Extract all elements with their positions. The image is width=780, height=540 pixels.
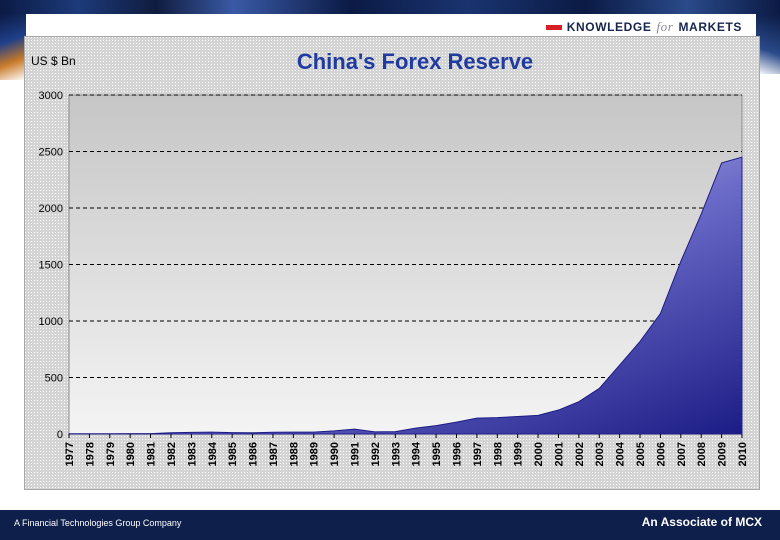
x-tick-label: 1995 <box>431 442 443 466</box>
logo-text-markets: MARKETS <box>678 20 742 34</box>
forex-reserve-area <box>68 156 743 435</box>
y-axis-ticks: 0 500 1000 1500 2000 2500 3000 <box>39 90 63 441</box>
x-tick-label: 1999 <box>513 442 525 466</box>
x-tick-label: 1988 <box>288 442 300 466</box>
x-tick-label: 2007 <box>676 442 688 466</box>
x-tick-label: 1978 <box>84 442 96 466</box>
logo-text-for: for <box>656 19 674 34</box>
y-tick-label: 1000 <box>39 316 63 328</box>
x-tick-label: 1983 <box>186 442 198 466</box>
x-tick-label: 1985 <box>227 442 239 466</box>
x-tick-label: 2003 <box>594 442 606 466</box>
logo-bar-icon <box>545 24 562 30</box>
footer-associate-text: An Associate of MCX <box>641 515 762 529</box>
y-tick-label: 500 <box>45 373 63 385</box>
x-tick-label: 1989 <box>309 442 321 466</box>
x-tick-label: 1986 <box>248 442 260 466</box>
x-tick-label: 1991 <box>350 442 362 466</box>
header-banner <box>0 0 780 14</box>
x-tick-label: 2005 <box>635 442 647 466</box>
y-tick-label: 1500 <box>39 260 63 272</box>
x-tick-label: 1997 <box>472 442 484 466</box>
footer-company-text: A Financial Technologies Group Company <box>14 518 182 528</box>
logo-text-knowledge: KNOWLEDGE <box>566 20 652 34</box>
x-tick-label: 1987 <box>268 442 280 466</box>
x-tick-label: 1977 <box>64 442 76 466</box>
x-tick-label: 2006 <box>655 442 667 466</box>
x-tick-label: 1980 <box>125 442 137 466</box>
y-tick-label: 3000 <box>39 90 63 102</box>
x-tick-label: 2004 <box>615 441 627 466</box>
x-tick-label: 1998 <box>492 442 504 466</box>
x-tick-label: 2002 <box>574 442 586 466</box>
x-tick-label: 1979 <box>105 442 117 466</box>
x-axis-ticks: 1977 1978 1979 1980 1981 1982 1983 1984 1985 1986… <box>64 434 749 466</box>
y-tick-label: 0 <box>57 429 63 441</box>
y-axis-unit-label: US $ Bn <box>31 54 76 68</box>
x-tick-label: 2008 <box>696 442 708 466</box>
x-tick-label: 1992 <box>370 442 382 466</box>
x-tick-label: 1990 <box>329 442 341 466</box>
x-tick-label: 1984 <box>207 441 219 466</box>
x-tick-label: 1996 <box>451 442 463 466</box>
chart-title: China's Forex Reserve <box>297 49 533 74</box>
x-tick-label: 1981 <box>146 442 158 466</box>
right-decorative-swoosh <box>756 14 780 74</box>
x-tick-label: 2001 <box>553 442 565 466</box>
knowledge-for-markets-logo: KNOWLEDGE for MARKETS <box>545 19 742 35</box>
x-tick-label: 1982 <box>166 442 178 466</box>
x-tick-label: 2010 <box>737 442 749 466</box>
x-tick-label: 1994 <box>411 441 423 466</box>
forex-area-chart: 0 500 1000 1500 2000 2500 3000 1977 1978 1979 198… <box>25 37 759 489</box>
chart-frame: 0 500 1000 1500 2000 2500 3000 1977 1978 1979 198… <box>24 36 760 490</box>
footer-bar <box>0 510 780 540</box>
x-tick-label: 2000 <box>533 442 545 466</box>
y-tick-label: 2500 <box>39 147 63 159</box>
x-tick-label: 2009 <box>717 442 729 466</box>
x-tick-label: 1993 <box>390 442 402 466</box>
y-tick-label: 2000 <box>39 203 63 215</box>
left-decorative-swoosh <box>0 14 26 80</box>
